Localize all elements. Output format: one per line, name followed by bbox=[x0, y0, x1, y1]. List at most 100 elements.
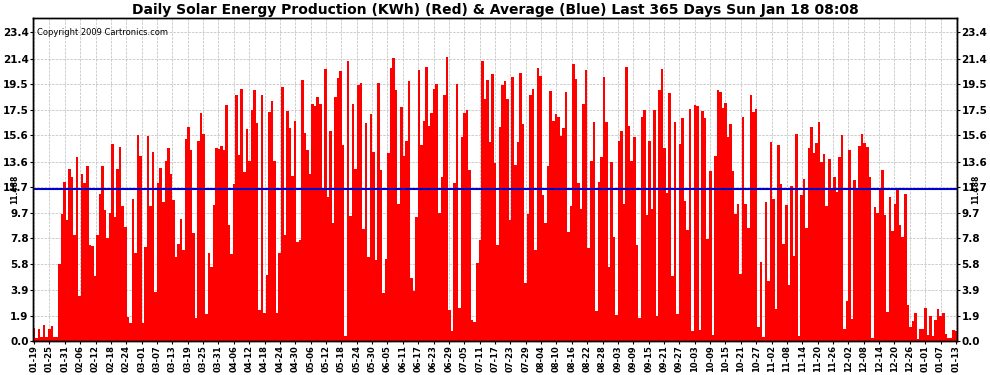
Bar bbox=[821, 162, 823, 341]
Bar bbox=[507, 99, 509, 341]
Bar bbox=[631, 160, 633, 341]
Bar bbox=[453, 183, 455, 341]
Bar bbox=[590, 161, 592, 341]
Bar bbox=[271, 100, 273, 341]
Bar bbox=[200, 113, 203, 341]
Bar bbox=[712, 336, 714, 341]
Bar bbox=[208, 254, 210, 341]
Bar bbox=[871, 338, 873, 341]
Bar bbox=[367, 257, 369, 341]
Bar bbox=[340, 70, 342, 341]
Bar bbox=[243, 172, 246, 341]
Bar bbox=[241, 89, 243, 341]
Bar bbox=[641, 117, 644, 341]
Bar bbox=[106, 238, 109, 341]
Bar bbox=[223, 150, 226, 341]
Bar bbox=[58, 264, 60, 341]
Bar bbox=[569, 206, 572, 341]
Bar bbox=[546, 166, 549, 341]
Bar bbox=[248, 162, 250, 341]
Bar bbox=[937, 309, 940, 341]
Bar bbox=[873, 207, 876, 341]
Bar bbox=[843, 329, 845, 341]
Bar bbox=[460, 137, 463, 341]
Bar bbox=[944, 334, 947, 341]
Bar bbox=[301, 80, 304, 341]
Bar bbox=[616, 315, 618, 341]
Bar bbox=[678, 144, 681, 341]
Bar bbox=[580, 209, 582, 341]
Bar bbox=[891, 231, 894, 341]
Bar bbox=[236, 95, 238, 341]
Bar bbox=[147, 136, 149, 341]
Bar bbox=[489, 141, 491, 341]
Bar bbox=[38, 329, 41, 341]
Bar bbox=[501, 85, 504, 341]
Bar bbox=[213, 205, 215, 341]
Bar bbox=[53, 337, 55, 341]
Bar bbox=[747, 228, 749, 341]
Bar bbox=[884, 215, 886, 341]
Bar bbox=[226, 105, 228, 341]
Bar bbox=[483, 99, 486, 341]
Bar bbox=[172, 200, 174, 341]
Bar bbox=[395, 90, 398, 341]
Bar bbox=[299, 240, 301, 341]
Bar bbox=[253, 90, 255, 341]
Bar bbox=[255, 123, 258, 341]
Bar bbox=[610, 162, 613, 341]
Bar bbox=[749, 95, 752, 341]
Bar bbox=[866, 147, 868, 341]
Bar bbox=[351, 104, 354, 341]
Bar bbox=[621, 131, 623, 341]
Bar bbox=[567, 232, 569, 341]
Bar bbox=[182, 250, 185, 341]
Bar bbox=[785, 204, 787, 341]
Bar bbox=[618, 141, 621, 341]
Bar bbox=[134, 253, 137, 341]
Bar bbox=[557, 117, 559, 341]
Bar bbox=[446, 57, 448, 341]
Bar bbox=[149, 206, 151, 341]
Bar bbox=[598, 182, 600, 341]
Bar bbox=[522, 124, 524, 341]
Bar bbox=[845, 301, 848, 341]
Bar bbox=[468, 170, 471, 341]
Bar bbox=[140, 156, 142, 341]
Bar bbox=[180, 219, 182, 341]
Bar bbox=[727, 137, 730, 341]
Bar bbox=[167, 148, 169, 341]
Bar bbox=[886, 312, 889, 341]
Bar bbox=[704, 118, 707, 341]
Bar bbox=[714, 156, 717, 341]
Bar bbox=[127, 317, 129, 341]
Bar bbox=[780, 183, 782, 341]
Bar bbox=[904, 194, 907, 341]
Bar bbox=[850, 319, 853, 341]
Bar bbox=[278, 253, 281, 341]
Bar bbox=[238, 155, 241, 341]
Bar bbox=[889, 197, 891, 341]
Bar bbox=[798, 336, 800, 341]
Bar bbox=[772, 199, 775, 341]
Bar bbox=[532, 89, 535, 341]
Bar bbox=[671, 276, 673, 341]
Bar bbox=[757, 327, 759, 341]
Bar bbox=[48, 329, 50, 341]
Bar bbox=[400, 107, 403, 341]
Bar bbox=[777, 145, 780, 341]
Bar bbox=[418, 70, 421, 341]
Bar bbox=[663, 148, 666, 341]
Bar bbox=[444, 95, 446, 341]
Bar bbox=[387, 153, 390, 341]
Bar bbox=[294, 122, 296, 341]
Bar bbox=[43, 325, 46, 341]
Bar bbox=[335, 97, 337, 341]
Bar bbox=[431, 112, 433, 341]
Bar bbox=[185, 139, 187, 341]
Bar bbox=[759, 262, 762, 341]
Bar bbox=[423, 121, 426, 341]
Bar bbox=[722, 108, 725, 341]
Bar bbox=[215, 148, 218, 341]
Bar bbox=[332, 222, 335, 341]
